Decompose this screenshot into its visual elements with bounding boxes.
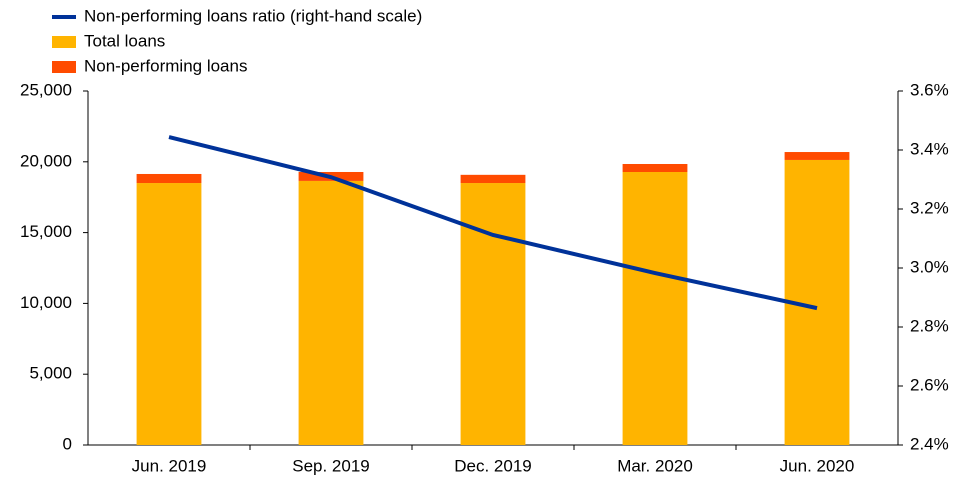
x-tick-label: Sep. 2019 [292,456,370,475]
bar [136,183,202,446]
y-tick-label: 10,000 [20,293,72,312]
y-tick-label: 20,000 [20,151,72,170]
legend-label: Non-performing loans [84,56,247,75]
y2-tick-label: 3.2% [910,198,949,217]
legend-label: Total loans [84,31,165,50]
legend-swatch [52,36,76,48]
bar [622,171,688,446]
y-tick-label: 5,000 [29,364,72,383]
y2-tick-label: 3.4% [910,139,949,158]
y2-tick-label: 2.6% [910,375,949,394]
x-tick-label: Mar. 2020 [617,456,693,475]
y-tick-label: 0 [63,434,72,453]
y-tick-label: 25,000 [20,80,72,99]
legend-label: Non-performing loans ratio (right-hand s… [84,6,422,25]
bar [460,174,526,184]
bar [298,180,364,445]
x-tick-label: Jun. 2020 [780,456,855,475]
bar [460,183,526,446]
y2-tick-label: 3.6% [910,80,949,99]
legend-swatch [52,61,76,73]
y2-tick-label: 2.8% [910,316,949,335]
bar [784,152,850,160]
bar [622,163,688,172]
bar [136,173,202,184]
x-tick-label: Dec. 2019 [454,456,532,475]
line [168,135,818,311]
y-tick-label: 15,000 [20,222,72,241]
y2-tick-label: 2.4% [910,434,949,453]
x-tick-label: Jun. 2019 [132,456,207,475]
y2-tick-label: 3.0% [910,257,949,276]
